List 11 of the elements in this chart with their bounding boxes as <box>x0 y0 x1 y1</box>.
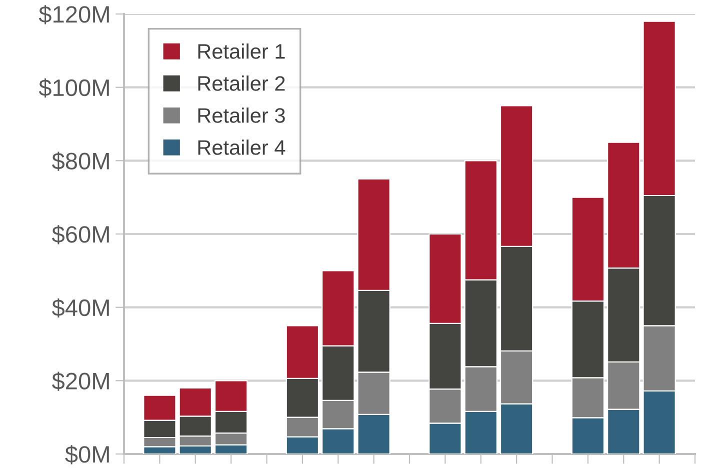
y-tick-label: $80M <box>52 152 109 171</box>
y-tick-label: $40M <box>52 298 109 318</box>
legend-label: Retailer 4 <box>198 140 286 155</box>
y-tick-label: $60M <box>52 225 109 244</box>
y-tick-label: $0M <box>65 445 109 464</box>
legend-label: Retailer 3 <box>198 108 285 123</box>
y-tick-label: $100M <box>38 78 109 98</box>
y-tick-label: $20M <box>52 372 109 391</box>
legend-label: Retailer 1 <box>198 44 285 59</box>
legend-label: Retailer 2 <box>198 76 285 91</box>
y-tick-label: $120M <box>38 5 109 24</box>
